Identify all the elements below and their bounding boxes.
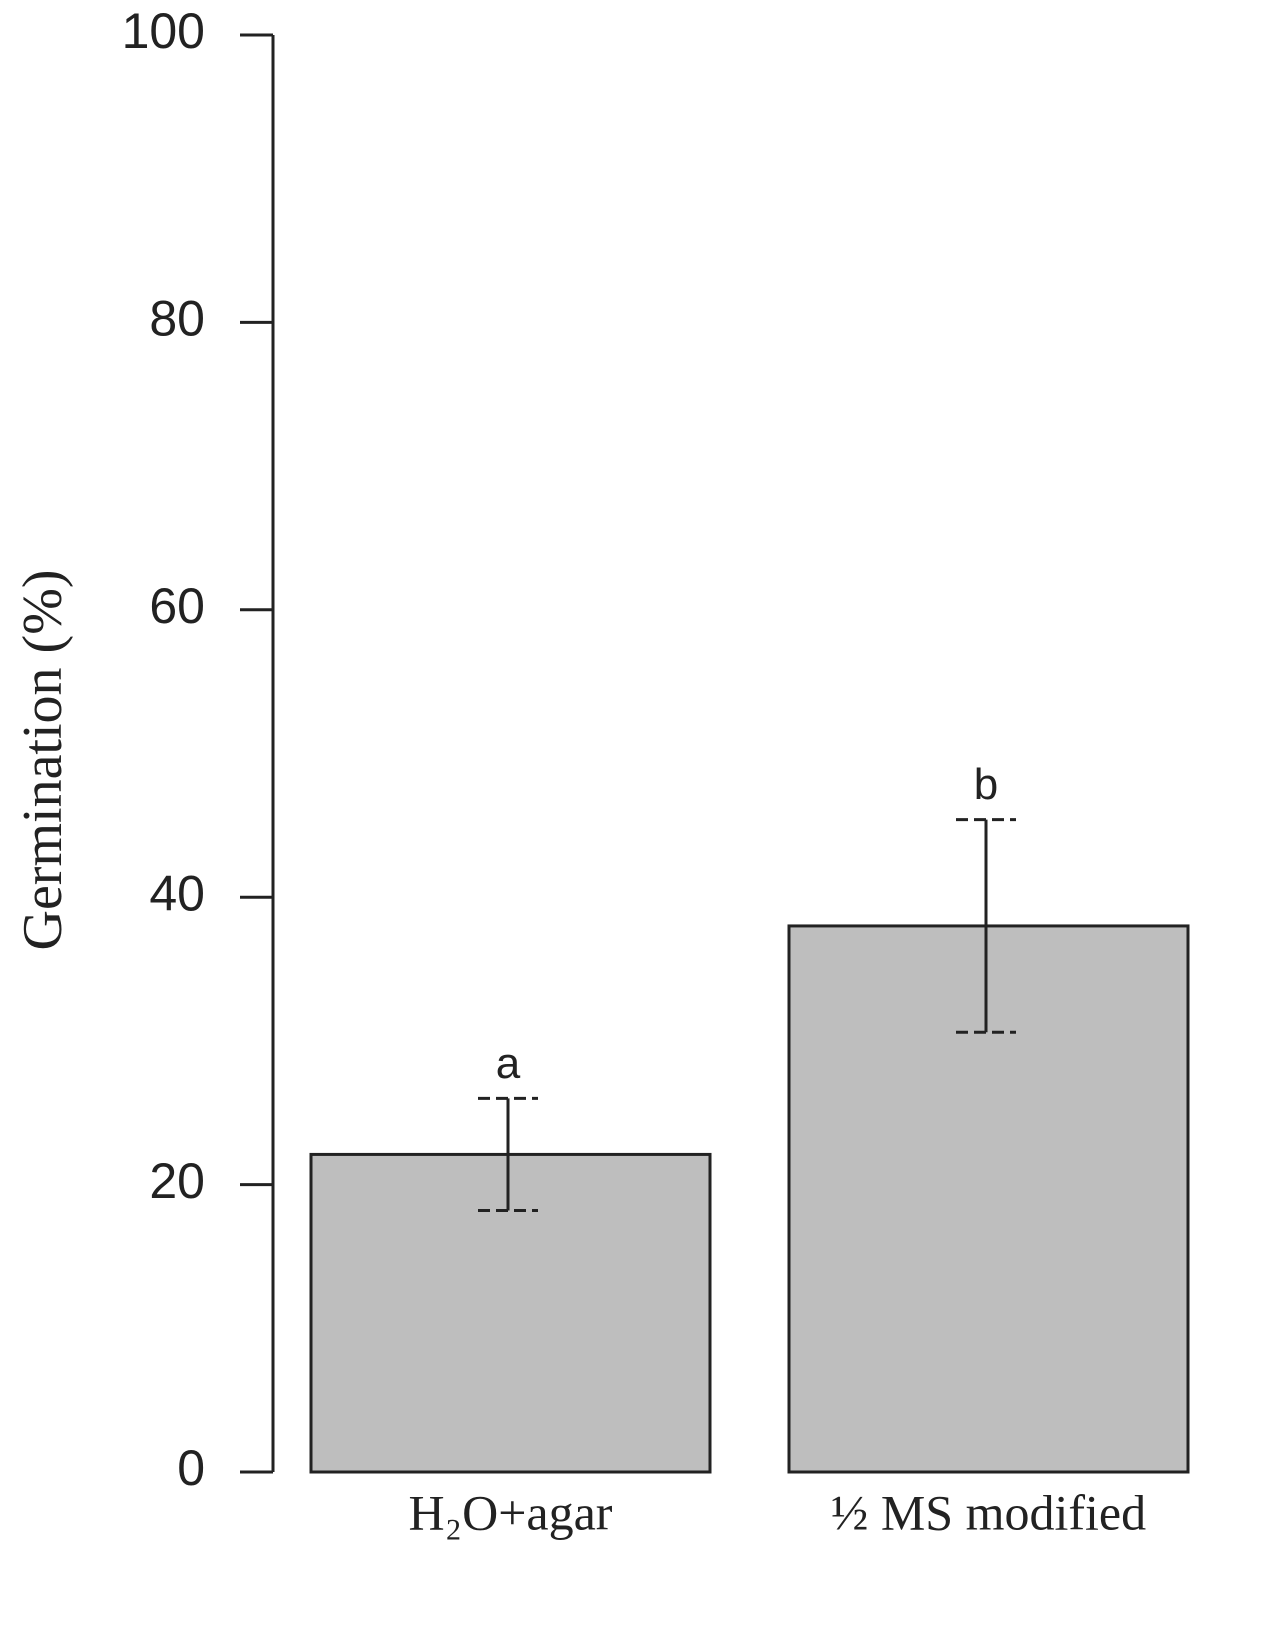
y-tick-label: 100 bbox=[122, 3, 205, 59]
y-tick-label: 0 bbox=[177, 1440, 205, 1496]
bar bbox=[309, 1152, 712, 1474]
y-tick-label: 60 bbox=[149, 578, 205, 634]
y-axis-label: Germination (%) bbox=[12, 570, 74, 951]
bar bbox=[787, 924, 1190, 1474]
y-tick-label: 20 bbox=[149, 1153, 205, 1209]
y-tick-label: 40 bbox=[149, 865, 205, 921]
y-tick-label: 80 bbox=[149, 291, 205, 347]
annotation: b bbox=[974, 760, 998, 809]
x-tick-label: ½ MS modified bbox=[831, 1484, 1146, 1540]
x-tick-label: H₂O+agar bbox=[409, 1484, 613, 1540]
annotation: a bbox=[496, 1039, 521, 1088]
